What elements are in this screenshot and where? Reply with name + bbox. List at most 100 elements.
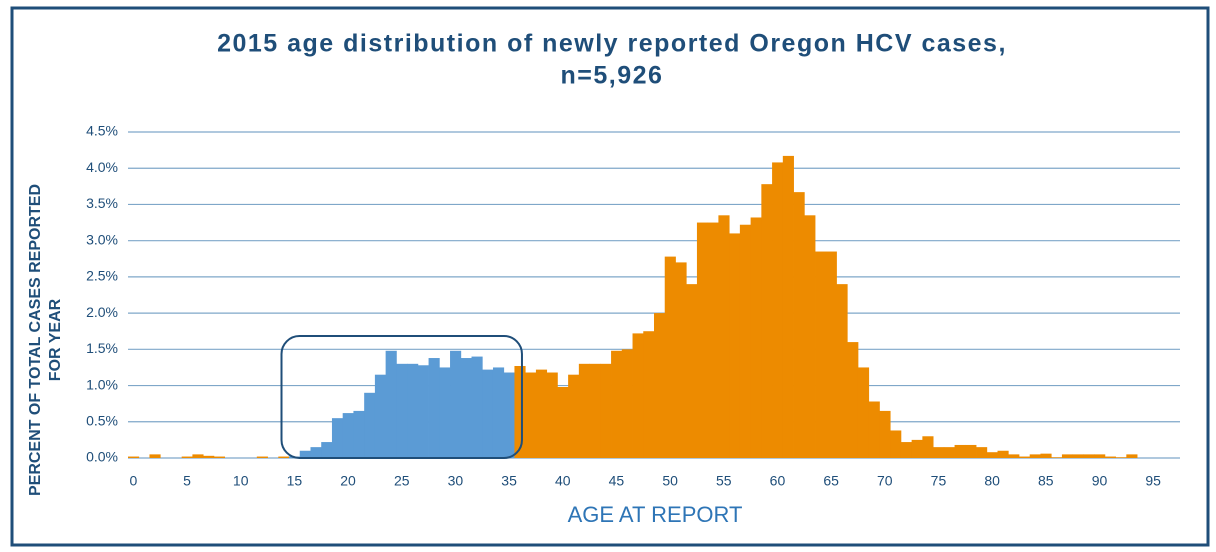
highlight-box [280, 335, 523, 459]
y-tick-label: 2.5% [86, 268, 118, 284]
bar [1115, 457, 1127, 458]
bar [997, 450, 1009, 458]
bar [847, 342, 859, 458]
bar [761, 184, 773, 458]
bar [654, 313, 666, 458]
bar [450, 350, 462, 458]
bar [954, 444, 966, 458]
bar [557, 387, 569, 458]
x-tick-label: 20 [340, 473, 356, 489]
bar [632, 333, 644, 458]
x-tick-label: 65 [823, 473, 839, 489]
x-tick-label: 50 [662, 473, 678, 489]
bar [128, 456, 140, 458]
bar [299, 450, 311, 458]
bar [192, 454, 204, 458]
x-tick-label: 15 [287, 473, 303, 489]
bar [535, 369, 548, 458]
x-tick-label: 25 [394, 473, 410, 489]
bar [1029, 454, 1041, 458]
bar [696, 222, 709, 458]
bar [310, 447, 322, 458]
y-axis-label: PERCENT OF TOTAL CASES REPORTED [27, 184, 44, 496]
bar [353, 410, 365, 458]
bar [911, 439, 923, 458]
bar [1008, 454, 1020, 458]
bar [364, 392, 376, 458]
bar [149, 454, 161, 458]
bar [890, 430, 902, 458]
bar [428, 358, 440, 458]
bar [1061, 454, 1074, 458]
x-tick-label: 0 [129, 473, 137, 489]
bar [675, 262, 687, 458]
bar [1018, 456, 1031, 458]
bar [772, 162, 784, 458]
bar [836, 284, 848, 458]
bar [203, 455, 215, 458]
y-tick-label: 2.0% [86, 304, 118, 320]
bar [1126, 454, 1138, 458]
bar [342, 413, 354, 458]
x-tick-label: 90 [1092, 473, 1108, 489]
y-tick-label: 0.5% [86, 412, 118, 428]
chart-title: 2015 age distribution of newly reported … [217, 30, 1007, 58]
y-tick-label: 4.5% [86, 123, 118, 139]
bar [664, 256, 676, 458]
x-axis-label: AGE AT REPORT [568, 502, 743, 527]
bar [471, 356, 483, 458]
bar [256, 456, 268, 458]
x-tick-label: 35 [501, 473, 517, 489]
bar [396, 363, 408, 458]
bar [1094, 454, 1106, 458]
bar [729, 233, 741, 458]
x-tick-label: 60 [770, 473, 786, 489]
bar [1072, 454, 1084, 458]
bar [213, 456, 226, 458]
y-tick-label: 1.0% [86, 376, 118, 392]
y-tick-label: 3.0% [86, 231, 118, 247]
y-tick-label: 0.0% [86, 449, 118, 465]
bar [621, 349, 633, 458]
bar [943, 447, 955, 458]
bar [1083, 454, 1095, 458]
bar [589, 363, 601, 458]
bar [804, 215, 816, 458]
bar [879, 410, 891, 458]
bar [611, 350, 623, 458]
bar [750, 217, 762, 458]
bar [718, 215, 730, 458]
x-tick-label: 70 [877, 473, 893, 489]
bar [986, 452, 998, 458]
x-tick-label: 5 [183, 473, 191, 489]
bar [331, 418, 344, 458]
bar [278, 456, 290, 458]
bar [815, 251, 827, 458]
y-tick-label: 1.5% [86, 340, 118, 356]
x-tick-label: 30 [448, 473, 464, 489]
bar [321, 442, 333, 458]
bar [686, 284, 698, 458]
bar [514, 365, 526, 458]
bar [1051, 457, 1063, 458]
bar [922, 436, 934, 458]
y-tick-label: 3.5% [86, 195, 118, 211]
bar [793, 192, 805, 458]
bar [643, 331, 655, 458]
bar [181, 456, 193, 458]
x-tick-label: 95 [1145, 473, 1161, 489]
bar [407, 363, 419, 458]
bar [482, 369, 494, 458]
x-tick-label: 40 [555, 473, 571, 489]
chart-title: n=5,926 [561, 62, 664, 90]
bar [707, 222, 719, 458]
bar [782, 155, 794, 458]
bar [568, 374, 580, 458]
bar [374, 374, 387, 458]
x-tick-label: 10 [233, 473, 249, 489]
bar [857, 367, 870, 458]
bar [417, 365, 429, 458]
x-tick-label: 80 [984, 473, 1000, 489]
bar [1040, 453, 1052, 458]
